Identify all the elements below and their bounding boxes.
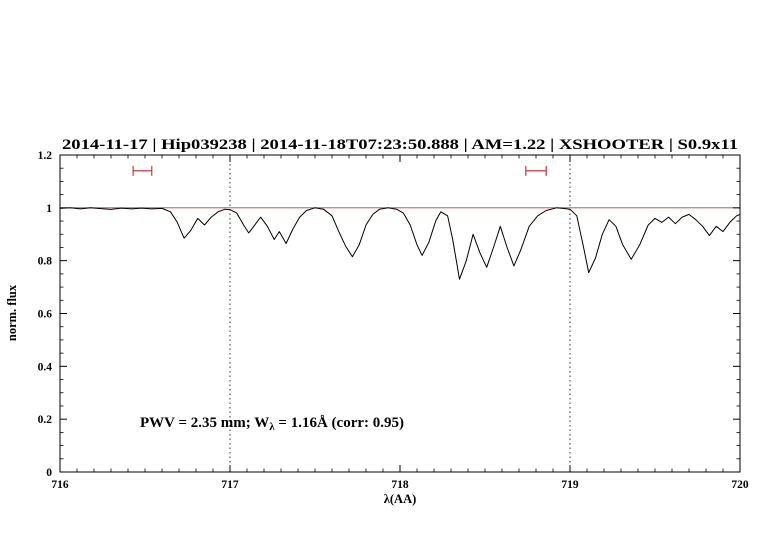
x-tick-label: 716 <box>51 479 69 491</box>
y-tick-label: 0.4 <box>38 361 53 373</box>
x-tick-label: 718 <box>391 479 409 491</box>
pwv-annotation-part1: PWV = 2.35 mm; W <box>140 415 269 431</box>
spectrum-line <box>59 207 741 280</box>
chart-title: 2014-11-17 | Hip039238 | 2014-11-18T07:2… <box>62 137 738 153</box>
pwv-annotation: PWV = 2.35 mm; Wλ = 1.16Å (corr: 0.95) <box>140 415 404 433</box>
y-tick-label: 0.8 <box>38 256 53 268</box>
x-tick-label: 717 <box>221 479 239 491</box>
x-tick-label: 719 <box>561 479 579 491</box>
pwv-annotation-sub: λ <box>269 421 275 433</box>
y-tick-label: 0 <box>46 467 52 479</box>
y-tick-label: 1.2 <box>38 150 53 162</box>
pwv-annotation-part2: = 1.16Å (corr: 0.95) <box>275 415 404 431</box>
x-axis-label: λ(AA) <box>384 492 417 506</box>
y-tick-label: 1 <box>46 203 52 215</box>
y-tick-label: 0.6 <box>38 309 53 321</box>
y-tick-label: 0.2 <box>38 414 53 426</box>
y-axis-label: norm. flux <box>5 284 19 341</box>
x-tick-label: 720 <box>731 479 749 491</box>
